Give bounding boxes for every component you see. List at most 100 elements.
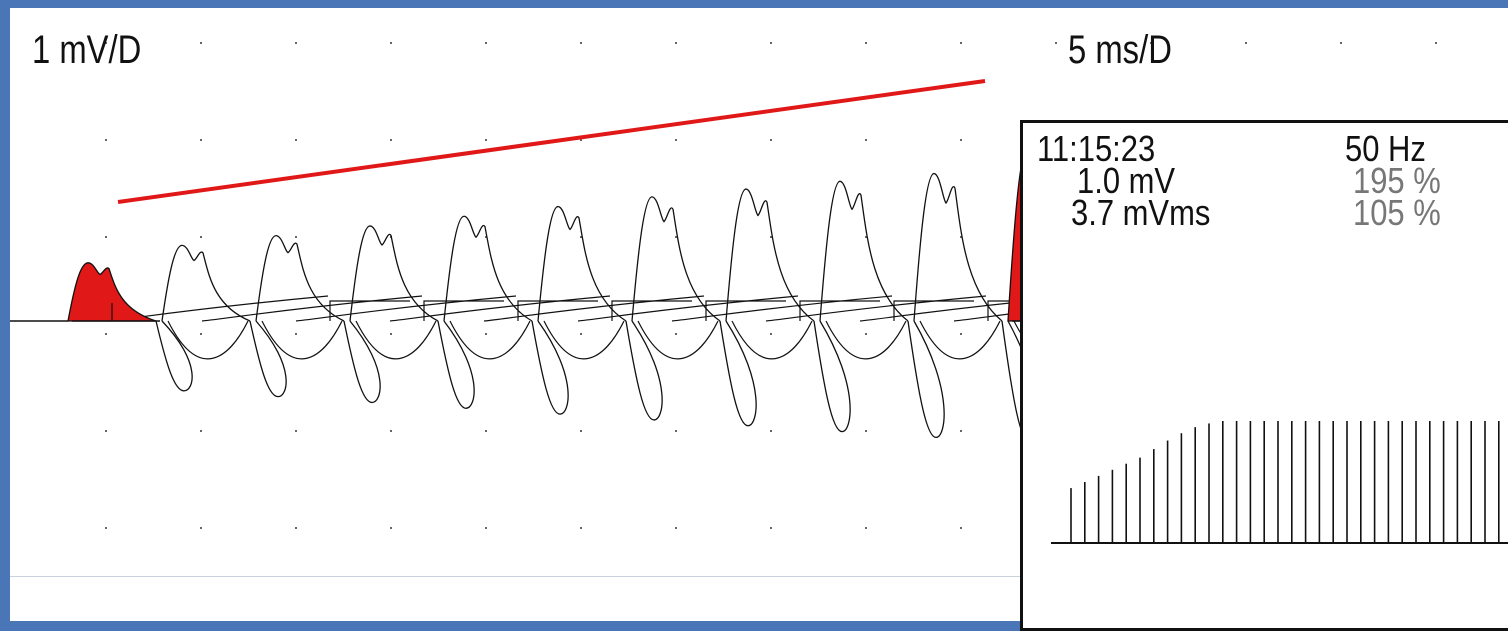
decay-trace bbox=[637, 320, 719, 360]
grid-dot bbox=[200, 333, 202, 335]
grid-dot bbox=[675, 139, 677, 141]
decay-trace bbox=[449, 320, 531, 360]
grid-dot bbox=[485, 527, 487, 529]
response-wave bbox=[161, 244, 251, 322]
response-negative-phase bbox=[813, 320, 851, 433]
grid-dot bbox=[1435, 42, 1437, 44]
grid-dot bbox=[200, 236, 202, 238]
grid-dot bbox=[960, 527, 962, 529]
grid-dot bbox=[105, 236, 107, 238]
grid-dot bbox=[865, 527, 867, 529]
grid-dot bbox=[770, 236, 772, 238]
grid-dot bbox=[865, 42, 867, 44]
grid-dot bbox=[390, 42, 392, 44]
grid-dot bbox=[105, 42, 107, 44]
grid-dot bbox=[485, 430, 487, 432]
decay-trace bbox=[389, 295, 611, 322]
grid-dot bbox=[390, 527, 392, 529]
decay-trace bbox=[543, 320, 625, 360]
response-waveforms bbox=[67, 145, 1100, 444]
decay-trace bbox=[825, 320, 907, 360]
grid-dot bbox=[295, 42, 297, 44]
grid-dot bbox=[485, 236, 487, 238]
grid-dot bbox=[295, 236, 297, 238]
grid-dot bbox=[485, 42, 487, 44]
frequency-readout: 50 Hz bbox=[1345, 128, 1426, 169]
step-trace bbox=[517, 300, 598, 321]
decay-trace bbox=[731, 320, 813, 360]
grid-dot bbox=[390, 333, 392, 335]
grid-dot bbox=[960, 430, 962, 432]
grid-dot bbox=[675, 527, 677, 529]
grid-dot bbox=[1340, 42, 1342, 44]
grid-dot bbox=[580, 236, 582, 238]
decay-trace bbox=[201, 295, 423, 322]
grid-dot bbox=[1055, 42, 1057, 44]
grid-dot bbox=[960, 333, 962, 335]
grid-dot bbox=[675, 430, 677, 432]
grid-dot bbox=[960, 42, 962, 44]
trend-line bbox=[117, 79, 986, 204]
grid-dot bbox=[200, 42, 202, 44]
grid-dot bbox=[770, 430, 772, 432]
vertical-scale-label: 1 mV/D bbox=[32, 28, 142, 72]
grid-dot bbox=[960, 236, 962, 238]
grid-dot bbox=[770, 527, 772, 529]
decay-trace bbox=[261, 320, 343, 360]
grid-dot bbox=[485, 139, 487, 141]
decay-trace bbox=[483, 295, 705, 322]
grid-dot bbox=[580, 430, 582, 432]
response-wave bbox=[443, 215, 533, 322]
grid-dot bbox=[105, 333, 107, 335]
grid-dot bbox=[1150, 42, 1152, 44]
grid-dot bbox=[675, 42, 677, 44]
grid-dot bbox=[390, 139, 392, 141]
response-wave bbox=[349, 225, 439, 322]
grid-dot bbox=[485, 333, 487, 335]
step-trace bbox=[705, 300, 786, 321]
highlighted-response bbox=[67, 262, 157, 322]
amplitude-percent-readout: 195 % bbox=[1353, 160, 1441, 201]
step-trace bbox=[893, 300, 974, 321]
grid-dot bbox=[200, 430, 202, 432]
grid-dot bbox=[390, 430, 392, 432]
grid-dot bbox=[675, 333, 677, 335]
response-wave bbox=[819, 180, 909, 322]
amplitude-readout: 1.0 mV bbox=[1077, 160, 1176, 201]
grid-dot bbox=[865, 236, 867, 238]
grid-dot bbox=[200, 139, 202, 141]
grid-dot bbox=[105, 527, 107, 529]
response-negative-phase bbox=[907, 320, 945, 439]
response-wave bbox=[631, 196, 721, 322]
response-negative-phase bbox=[249, 320, 287, 398]
grid-dot bbox=[865, 333, 867, 335]
grid-dot bbox=[200, 527, 202, 529]
decay-trace bbox=[919, 320, 1001, 360]
grid-dot bbox=[580, 527, 582, 529]
response-negative-phase bbox=[719, 320, 757, 427]
grid-dot bbox=[770, 42, 772, 44]
grid-dot bbox=[770, 139, 772, 141]
decay-trace bbox=[167, 320, 249, 360]
response-wave bbox=[537, 205, 627, 322]
grid-dot bbox=[295, 430, 297, 432]
grid-dot bbox=[865, 430, 867, 432]
response-negative-phase bbox=[343, 320, 381, 404]
grid-dot bbox=[295, 139, 297, 141]
histogram-bars bbox=[1070, 421, 1500, 543]
info-panel: 11:15:23 50 Hz 1.0 mV 195 % 3.7 mVms 105… bbox=[1020, 120, 1508, 631]
response-wave bbox=[255, 234, 345, 322]
grid-dot bbox=[580, 42, 582, 44]
step-trace bbox=[329, 300, 410, 321]
amplitude-histogram bbox=[1051, 421, 1508, 544]
grid-dot bbox=[865, 139, 867, 141]
step-trace bbox=[611, 300, 692, 321]
baseline-divider bbox=[10, 576, 1508, 577]
grid-dot bbox=[1245, 42, 1247, 44]
grid-dot bbox=[295, 333, 297, 335]
area-readout: 3.7 mVms bbox=[1071, 192, 1211, 233]
decay-trace bbox=[671, 295, 893, 322]
decay-trace bbox=[765, 295, 987, 322]
horizontal-scale-label: 5 ms/D bbox=[1068, 28, 1172, 72]
step-trace bbox=[799, 300, 880, 321]
